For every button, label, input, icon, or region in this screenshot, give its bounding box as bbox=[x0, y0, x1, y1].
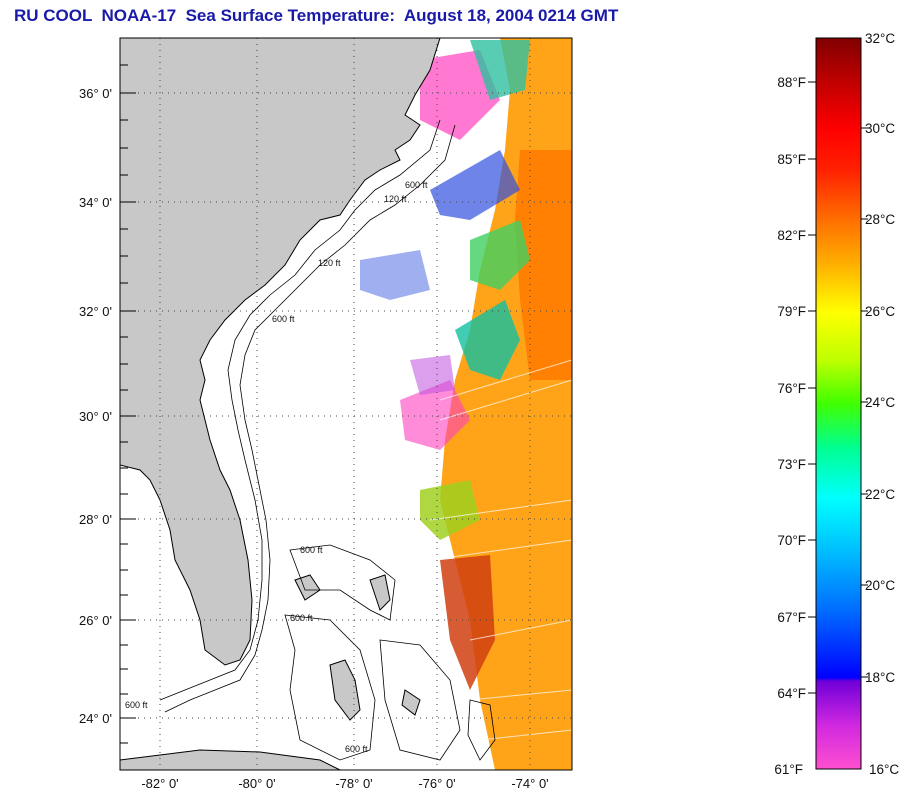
colorbar-f-label: 64°F bbox=[777, 686, 806, 701]
lat-label: 24° 0' bbox=[79, 711, 112, 726]
contour-label: 120 ft bbox=[318, 258, 341, 268]
colorbar-c-label: 28°C bbox=[865, 212, 895, 227]
contour-label: 600 ft bbox=[405, 180, 428, 190]
contour-label: 120 ft bbox=[384, 194, 407, 204]
land-bahamas bbox=[294, 574, 421, 721]
land-cuba bbox=[120, 749, 341, 770]
lon-label: -76° 0' bbox=[418, 776, 455, 791]
colorbar-c-label: 30°C bbox=[865, 121, 895, 136]
sst-swath bbox=[360, 38, 572, 770]
contour-label: 600 ft bbox=[300, 545, 323, 555]
lat-label: 26° 0' bbox=[79, 613, 112, 628]
colorbar-f-label: 85°F bbox=[777, 152, 806, 167]
colorbar-f-label: 76°F bbox=[777, 381, 806, 396]
colorbar-c-label: 26°C bbox=[865, 304, 895, 319]
colorbar bbox=[815, 37, 862, 770]
lat-label: 34° 0' bbox=[79, 195, 112, 210]
colorbar-c-label: 22°C bbox=[865, 487, 895, 502]
lat-ticks bbox=[120, 64, 136, 744]
colorbar-f-label: 70°F bbox=[777, 533, 806, 548]
lon-label: -74° 0' bbox=[511, 776, 548, 791]
colorbar-c-label: 18°C bbox=[865, 670, 895, 685]
colorbar-c-label: 16°C bbox=[869, 762, 899, 777]
graticule bbox=[120, 38, 572, 770]
lon-label: -78° 0' bbox=[335, 776, 372, 791]
land-us-east-coast bbox=[120, 38, 441, 666]
lon-label: -80° 0' bbox=[238, 776, 275, 791]
lat-label: 28° 0' bbox=[79, 512, 112, 527]
colorbar-f-label: 67°F bbox=[777, 610, 806, 625]
bathymetry-contours bbox=[159, 119, 456, 713]
lon-label: -82° 0' bbox=[141, 776, 178, 791]
colorbar-c-label: 20°C bbox=[865, 578, 895, 593]
colorbar-f-label: 73°F bbox=[777, 457, 806, 472]
colorbar-c-label: 32°C bbox=[865, 31, 895, 46]
colorbar-f-label: 61°F bbox=[774, 762, 803, 777]
lat-label: 32° 0' bbox=[79, 304, 112, 319]
map-title: RU COOL NOAA-17 Sea Surface Temperature:… bbox=[14, 6, 619, 25]
lat-label: 36° 0' bbox=[79, 86, 112, 101]
colorbar-f-label: 82°F bbox=[777, 228, 806, 243]
contour-label: 600 ft bbox=[125, 700, 148, 710]
map-frame bbox=[119, 37, 573, 771]
colorbar-c-label: 24°C bbox=[865, 395, 895, 410]
colorbar-f-label: 79°F bbox=[777, 304, 806, 319]
contour-label: 600 ft bbox=[272, 314, 295, 324]
lat-label: 30° 0' bbox=[79, 409, 112, 424]
contour-label: 600 ft bbox=[290, 613, 313, 623]
colorbar-ticks bbox=[808, 81, 868, 694]
contour-label: 600 ft bbox=[345, 744, 368, 754]
colorbar-f-label: 88°F bbox=[777, 75, 806, 90]
